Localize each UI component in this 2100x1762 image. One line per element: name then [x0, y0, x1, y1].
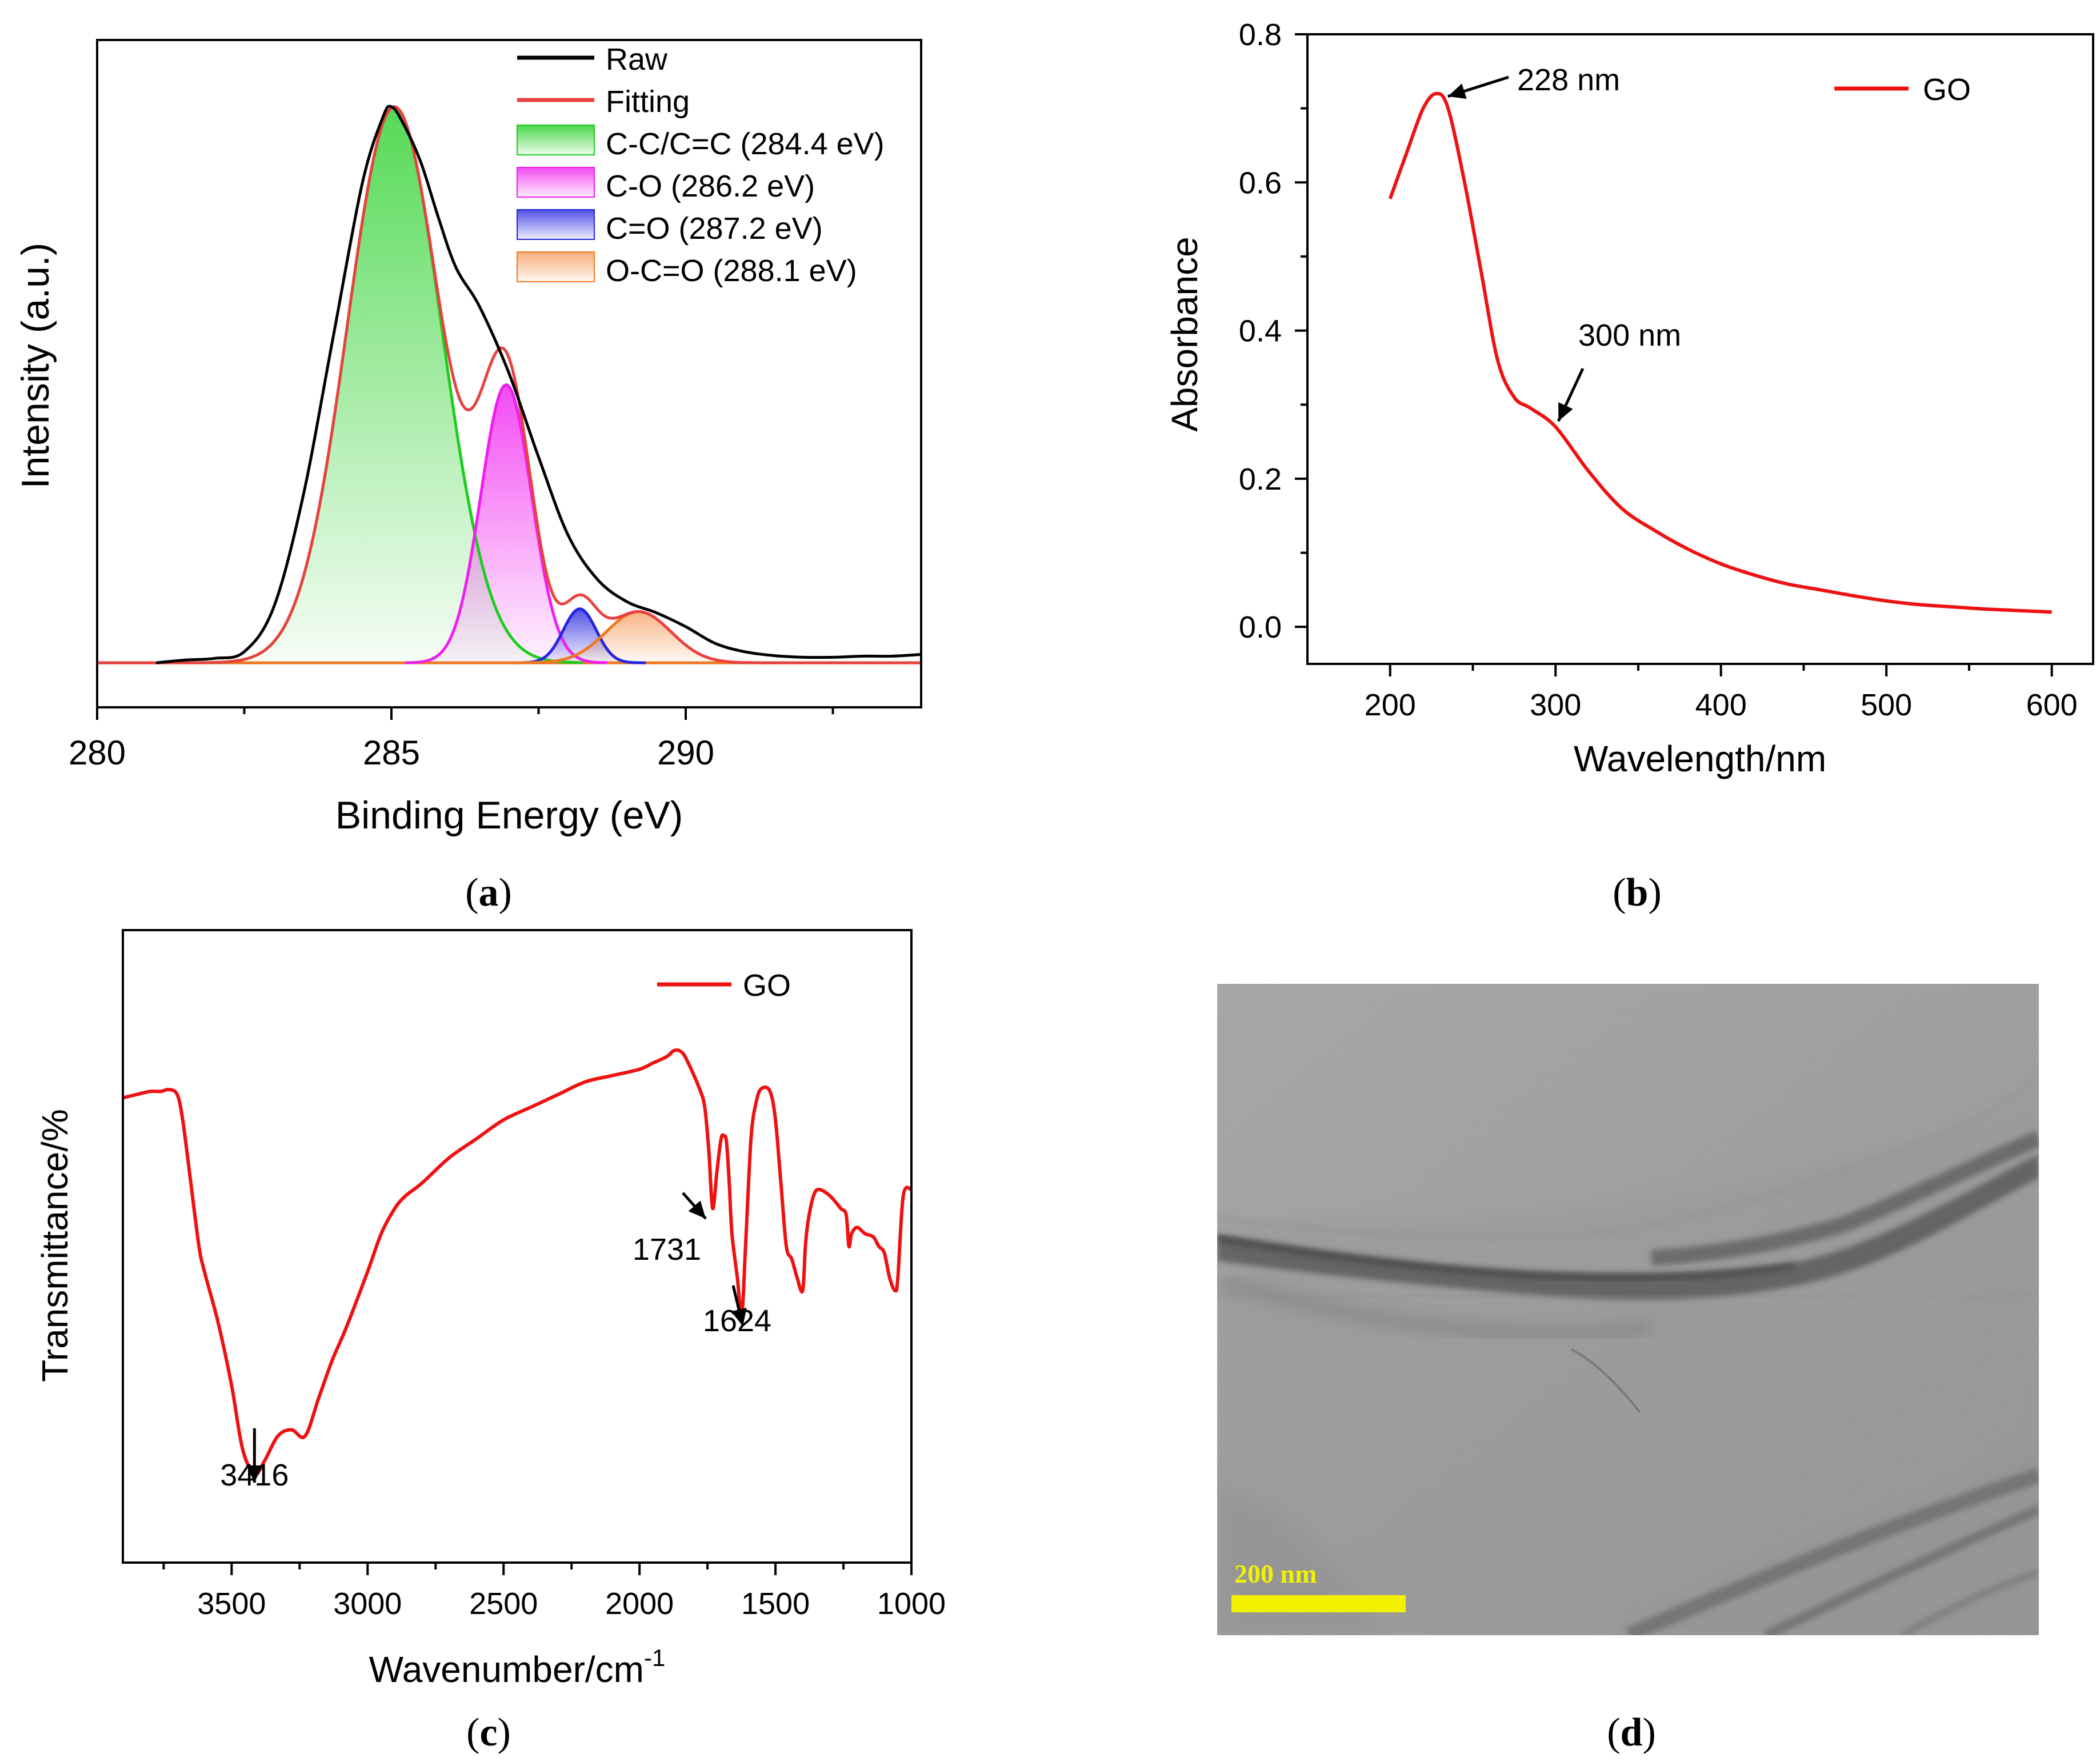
uv-vis-y-tick-label-4: 0.8: [1239, 18, 1282, 52]
xps-raw-line: [155, 105, 922, 664]
ftir-x-axis-label-text: Wavenumber/cm: [369, 1649, 644, 1690]
xps-x-axis-label: Binding Energy (eV): [335, 794, 683, 837]
panel-label-c: (c): [466, 1711, 511, 1755]
xps-peak-fill-c_eq_o: [514, 608, 646, 663]
ftir-x-tick-label-3000: 3000: [333, 1587, 402, 1621]
scale-bar: [1231, 1595, 1406, 1612]
ftir-x-tick-label-1000: 1000: [877, 1587, 946, 1621]
uv-vis-y-tick-label-2: 0.4: [1239, 314, 1282, 349]
uv-vis-legend: GO: [1834, 73, 1971, 107]
panel-letter-b: b: [1626, 871, 1649, 915]
xps-legend-label-co: C-O (286.2 eV): [606, 169, 815, 203]
uv-vis-x-tick-label-200: 200: [1365, 688, 1416, 722]
uv-vis-x-tick-label-600: 600: [2026, 688, 2078, 722]
xps-y-axis-label: Intensity (a.u.): [14, 243, 57, 489]
ftir-annotations: 3416 1731 1624: [220, 1192, 771, 1492]
ftir-panel: 3500 3000 2500 2000 1500 1000 Wavenumber/cm-1…: [34, 929, 946, 1755]
xps-legend-label-fitting: Fitting: [606, 85, 690, 119]
panel-letter-a: a: [479, 871, 499, 915]
uv-vis-lines: [1388, 91, 2052, 614]
uv-vis-y-axis-label: Absorbance: [1164, 237, 1205, 432]
xps-legend-label-oco: O-C=O (288.1 eV): [606, 254, 857, 288]
ftir-y-axis-label: Transmittance/%: [34, 1109, 75, 1382]
uv-vis-annotation-228: 228 nm: [1517, 63, 1620, 97]
uv-vis-x-tick-label-500: 500: [1861, 688, 1912, 722]
uv-vis-go-line: [1388, 91, 2052, 614]
ftir-go-line: [122, 1048, 913, 1476]
uv-vis-arrow-300-head: [1558, 402, 1573, 422]
uv-vis-y-tick-label-1: 0.2: [1239, 462, 1282, 496]
ftir-x-axis-label: Wavenumber/cm-1: [369, 1644, 666, 1690]
ftir-x-tick-label-1500: 1500: [741, 1587, 810, 1621]
ftir-annotation-3416: 3416: [220, 1458, 289, 1492]
panel-label-a: (a): [465, 871, 512, 915]
uv-vis-arrow-228-head: [1447, 83, 1467, 99]
ftir-arrow-1731-head: [688, 1200, 706, 1219]
uv-vis-x-axis-label: Wavelength/nm: [1574, 738, 1826, 779]
xps-plot-frame: [96, 39, 922, 708]
panel-label-d: (d): [1607, 1711, 1656, 1755]
ftir-x-tick-label-2000: 2000: [605, 1587, 674, 1621]
xps-peak-fill-cc: [206, 106, 583, 663]
uv-vis-x-tick-label-300: 300: [1530, 688, 1581, 722]
ftir-arrow-1624-head: [731, 1307, 747, 1327]
ftir-arrow-1731: [682, 1192, 707, 1220]
uv-vis-arrow-300: [1557, 367, 1585, 422]
xps-peak-fill-co: [405, 385, 607, 663]
uv-vis-annotations: 228 nm 300 nm: [1447, 63, 1681, 422]
xps-legend: Raw Fitting C-C/C=C (284.4 eV) C-O (286.2 e…: [517, 42, 885, 288]
uv-vis-annotation-300: 300 nm: [1578, 318, 1681, 353]
scale-bar-label: 200 nm: [1234, 1559, 1317, 1588]
xps-x-tick-label-280: 280: [69, 734, 126, 772]
ftir-legend-label: GO: [743, 968, 791, 1003]
uv-vis-legend-label: GO: [1923, 73, 1971, 107]
uv-vis-y-tick-label-3: 0.6: [1239, 166, 1282, 200]
ftir-legend: GO: [657, 968, 791, 1003]
ftir-arrow-1624: [731, 1285, 747, 1327]
xps-peak-fills: [206, 106, 769, 663]
ftir-x-tick-label-2500: 2500: [469, 1587, 538, 1621]
ftir-x-axis-label-sup: -1: [644, 1644, 665, 1671]
ftir-annotation-1731: 1731: [633, 1232, 701, 1267]
uv-vis-panel: 200 300 400 500 600 0.0 0.2 0.4 0.6 0.8 Wavelengt…: [1164, 18, 2094, 915]
ftir-x-tick-label-3500: 3500: [197, 1587, 266, 1621]
ftir-lines: [122, 1048, 913, 1476]
xps-x-ticks: 280 285 290: [69, 707, 834, 772]
uv-vis-y-tick-label-0: 0.0: [1239, 610, 1282, 644]
uv-vis-x-tick-label-400: 400: [1695, 688, 1747, 722]
xps-x-tick-label-285: 285: [363, 734, 420, 772]
xps-x-tick-label-290: 290: [657, 734, 714, 772]
panel-letter-c: c: [479, 1711, 497, 1755]
tem-image: 200 nm: [1217, 984, 2039, 1635]
uv-vis-arrow-228: [1447, 75, 1509, 99]
xps-legend-label-cc: C-C/C=C (284.4 eV): [606, 127, 885, 161]
xps-legend-label-raw: Raw: [606, 42, 668, 77]
xps-legend-swatch-c_eq_o: [517, 209, 595, 240]
ftir-plot-frame: [122, 929, 913, 1564]
ftir-ticks: 3500 3000 2500 2000 1500 1000: [162, 1563, 946, 1621]
xps-c1s-panel: 280 285 290 Binding Energy (eV) Intensity …: [14, 39, 922, 915]
xps-peak-fill-oco: [509, 611, 769, 663]
xps-legend-swatch-cc: [517, 125, 595, 155]
panel-label-b: (b): [1613, 871, 1662, 915]
xps-lines: [97, 105, 922, 664]
tem-panel: 200 nm (d): [1217, 984, 2039, 1755]
xps-legend-swatch-oco: [517, 251, 595, 282]
xps-fitting-line: [97, 105, 921, 664]
uv-vis-ticks: 200 300 400 500 600 0.0 0.2 0.4 0.6 0.8: [1239, 18, 2078, 722]
panel-letter-d: d: [1621, 1711, 1643, 1755]
xps-legend-swatch-co: [517, 167, 595, 198]
ftir-annotation-1624: 1624: [703, 1304, 771, 1338]
uv-vis-plot-frame: [1306, 33, 2094, 665]
xps-legend-label-c_eq_o: C=O (287.2 eV): [606, 211, 823, 246]
ftir-arrow-3416: [246, 1428, 263, 1483]
ftir-arrow-3416-head: [246, 1465, 263, 1483]
